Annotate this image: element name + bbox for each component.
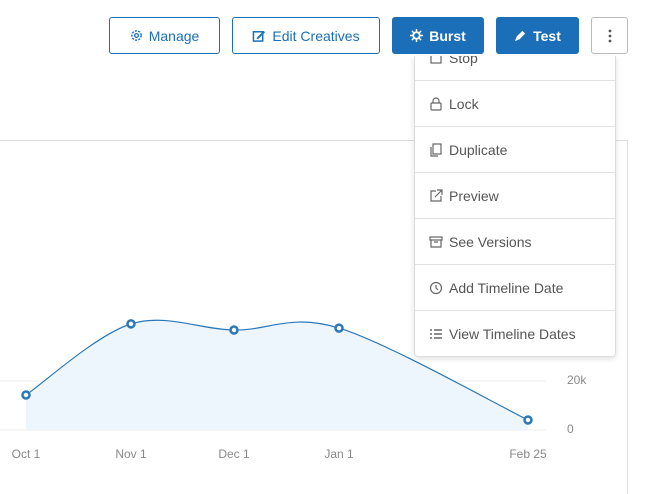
menu-item[interactable]: Add Timeline Date <box>415 265 615 311</box>
burst-button[interactable]: Burst <box>392 17 484 54</box>
point <box>523 415 533 425</box>
menu-item[interactable]: Duplicate <box>415 127 615 173</box>
x-tick-label: Nov 1 <box>115 447 147 461</box>
button-label: Edit Creatives <box>272 27 360 44</box>
button-label: Test <box>533 27 561 44</box>
point <box>21 390 31 400</box>
menu-item[interactable]: Preview <box>415 173 615 219</box>
menu-icon <box>429 235 443 248</box>
menu-icon <box>430 142 442 157</box>
area-fill <box>26 320 528 430</box>
button-label: Burst <box>429 27 466 44</box>
menu-item-label: Add Timeline Date <box>449 279 564 296</box>
x-tick-label: Jan 1 <box>324 447 354 461</box>
menu-item-label: See Versions <box>449 233 532 250</box>
manage-button[interactable]: Manage <box>109 17 220 54</box>
menu-icon <box>429 281 443 294</box>
menu-item[interactable]: Stop <box>415 56 615 81</box>
point <box>229 325 239 335</box>
menu-item-label: View Timeline Dates <box>449 325 576 342</box>
edit-creatives-button[interactable]: Edit Creatives <box>232 17 380 54</box>
menu-item-label: Duplicate <box>449 141 508 158</box>
menu-item-label: Stop <box>449 56 478 66</box>
menu-icon <box>430 96 442 111</box>
menu-item-label: Lock <box>449 95 479 112</box>
menu-item[interactable]: View Timeline Dates <box>415 311 615 356</box>
point <box>334 323 344 333</box>
menu-item-label: Preview <box>449 187 499 204</box>
menu-item[interactable]: Lock <box>415 81 615 127</box>
chart-panel <box>0 140 628 494</box>
dropdown-menu: Stop Lock Duplicate Preview See Versions Add … <box>414 56 616 357</box>
y-tick-label: 20k <box>567 373 587 387</box>
x-tick-label: Feb 25 <box>509 447 547 461</box>
menu-icon <box>430 188 443 202</box>
point <box>126 319 136 329</box>
test-button[interactable]: Test <box>496 17 579 54</box>
menu-item[interactable]: See Versions <box>415 219 615 265</box>
x-tick-label: Dec 1 <box>218 447 250 461</box>
menu-icon <box>430 56 442 64</box>
button-label: Manage <box>148 27 200 44</box>
y-tick-label: 0 <box>567 422 574 436</box>
x-tick-label: Oct 1 <box>12 447 41 461</box>
menu-icon <box>430 328 442 339</box>
more-button[interactable] <box>591 17 628 54</box>
